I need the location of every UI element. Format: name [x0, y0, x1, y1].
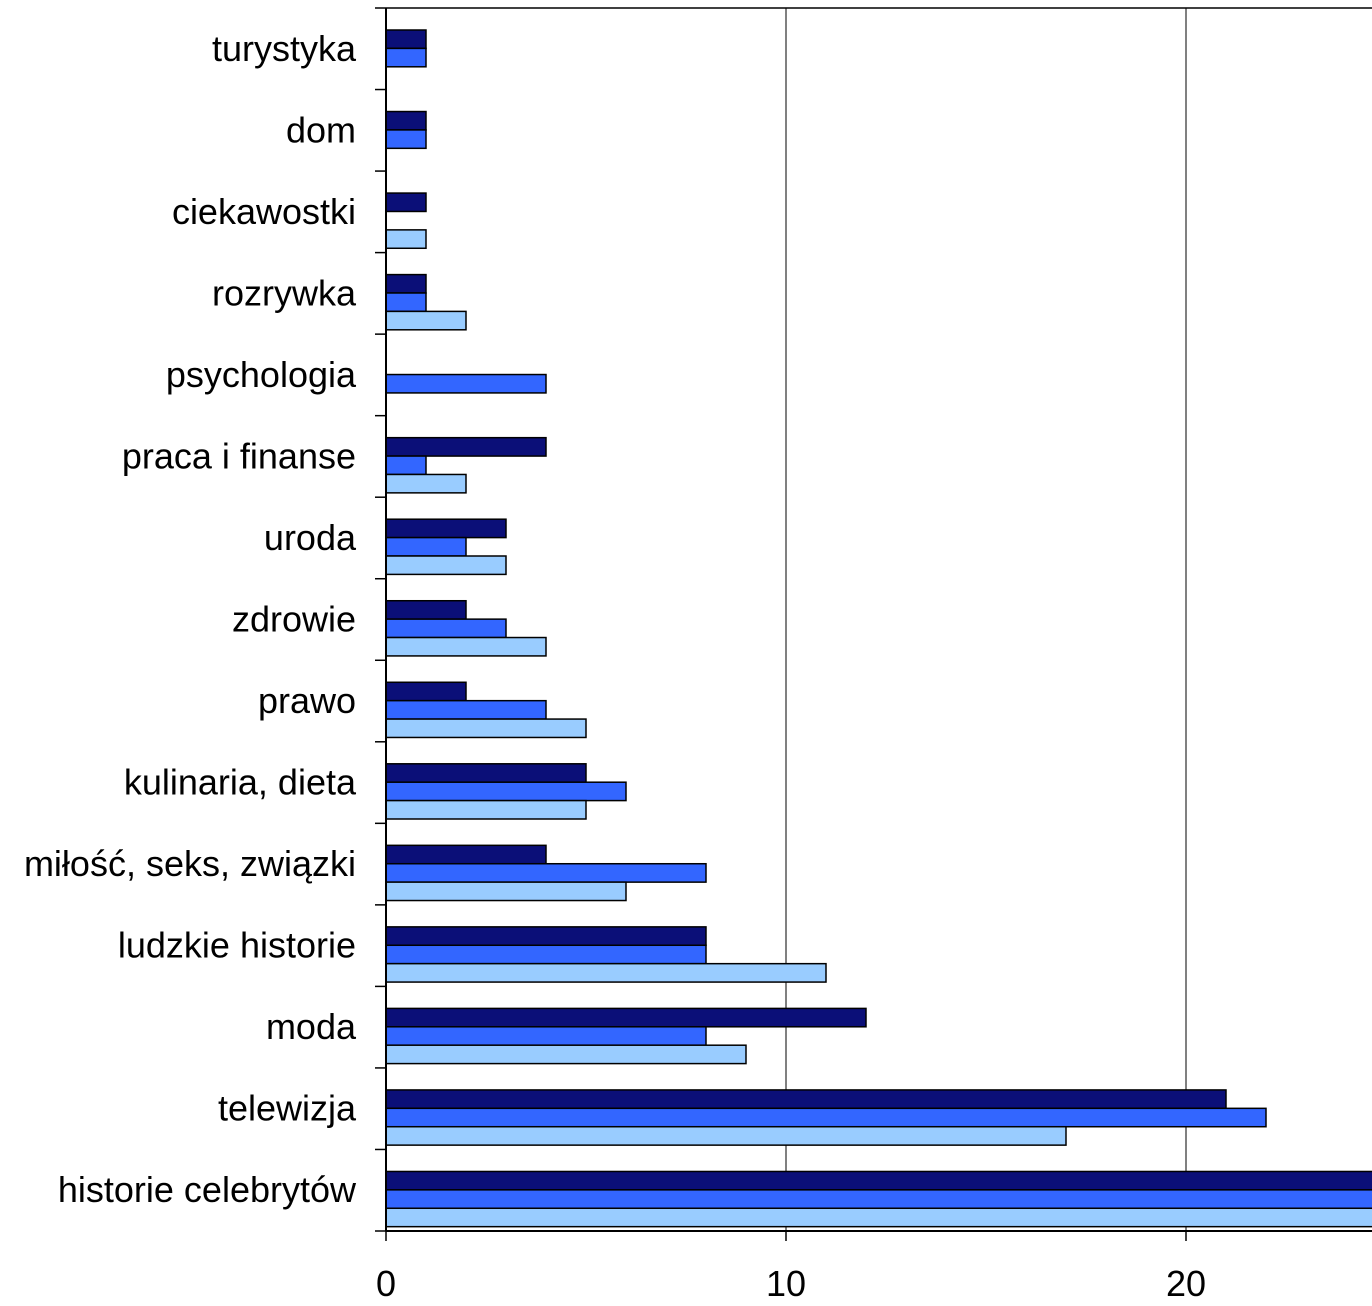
bar: [385, 229, 427, 250]
bar: [385, 1044, 747, 1065]
bar: [385, 273, 427, 294]
bar: [385, 292, 427, 313]
category-label: ludzkie historie: [118, 925, 356, 966]
category-label: kulinaria, dieta: [124, 762, 357, 803]
bar: [385, 373, 547, 394]
bar: [385, 518, 507, 539]
category-label: miłość, seks, związki: [24, 843, 356, 884]
bar: [385, 29, 427, 50]
bar: [385, 718, 587, 739]
bar: [385, 1170, 1372, 1191]
x-tick-label: 10: [766, 1263, 806, 1304]
category-label: moda: [266, 1006, 357, 1047]
x-tick-label: 20: [1166, 1263, 1206, 1304]
bar: [385, 192, 427, 213]
tick-labels: 0 10 20: [376, 1263, 1206, 1304]
bar: [385, 944, 707, 965]
category-label: ciekawostki: [172, 191, 356, 232]
bar: [385, 636, 547, 657]
bars: [385, 29, 1372, 1228]
category-label: praca i finanse: [122, 435, 356, 476]
bar: [385, 881, 627, 902]
bar: [385, 862, 707, 883]
bar: [385, 473, 467, 494]
category-label: dom: [286, 109, 356, 150]
category-label: psychologia: [166, 354, 357, 395]
category-label: prawo: [258, 680, 356, 721]
bar: [385, 47, 427, 68]
bar: [385, 1089, 1227, 1110]
bar: [385, 699, 547, 720]
gridlines: [785, 8, 1187, 1231]
bar: [385, 926, 707, 947]
bar: [385, 962, 827, 983]
category-label: telewizja: [218, 1088, 357, 1129]
category-label: turystyka: [212, 28, 357, 69]
bar: [385, 1007, 867, 1028]
bar: [385, 1189, 1372, 1210]
category-label: rozrywka: [212, 272, 357, 313]
bar: [385, 536, 467, 557]
bar: [385, 1026, 707, 1046]
bar: [385, 129, 427, 150]
bar: [385, 110, 427, 131]
bar: [385, 1107, 1267, 1128]
category-labels: turystyka dom ciekawostki rozrywka psycholog…: [24, 28, 357, 1210]
bar: [385, 763, 587, 783]
category-label: zdrowie: [232, 599, 356, 640]
category-label: uroda: [264, 517, 357, 558]
bar: [385, 436, 547, 457]
bar: [385, 310, 467, 331]
category-label: historie celebrytów: [58, 1169, 357, 1210]
bar: [385, 555, 507, 576]
bar: [385, 681, 467, 702]
bar: [385, 1125, 1067, 1146]
bar: [385, 844, 547, 865]
bar: [385, 599, 467, 620]
bar: [385, 1207, 1372, 1228]
bar: [385, 799, 587, 820]
bar: [385, 781, 627, 802]
bar: [385, 618, 507, 639]
x-tick-label: 0: [376, 1263, 396, 1304]
bar: [385, 455, 427, 476]
axes: [375, 7, 1372, 1241]
